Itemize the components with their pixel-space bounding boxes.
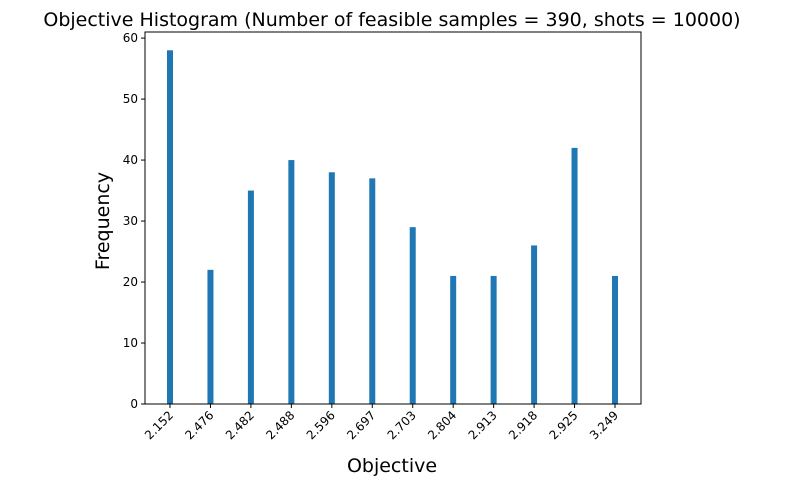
y-tick-label: 20 xyxy=(123,275,138,289)
x-tick-label: 2.925 xyxy=(546,408,580,442)
x-axis: 2.152 2.476 2.482 2.488 2.596 2.697 2.703 2.804… xyxy=(142,404,621,442)
x-tick-label: 2.482 xyxy=(223,408,257,442)
y-axis: 0 10 20 30 40 50 60 xyxy=(123,31,145,411)
histogram-bar xyxy=(207,269,214,404)
histogram-bar xyxy=(288,160,295,404)
x-tick-label: 2.596 xyxy=(304,408,338,442)
y-tick-label: 40 xyxy=(123,153,138,167)
x-tick-label: 2.476 xyxy=(182,408,216,442)
histogram-bar xyxy=(531,245,538,404)
x-tick-label: 3.249 xyxy=(587,408,621,442)
plot-frame xyxy=(144,31,642,405)
histogram-bar xyxy=(369,178,376,404)
histogram-bar xyxy=(409,227,416,404)
x-axis-title: Objective xyxy=(347,455,437,477)
y-axis-title: Frequency xyxy=(92,172,114,270)
histogram-bar xyxy=(612,275,618,404)
histogram-bar xyxy=(167,50,173,405)
histogram-bar xyxy=(450,275,457,404)
x-tick-label: 2.152 xyxy=(142,408,176,442)
histogram-bar xyxy=(247,190,254,404)
bars-group xyxy=(167,50,618,405)
y-tick-label: 60 xyxy=(123,31,138,45)
y-tick-label: 0 xyxy=(130,397,138,411)
y-tick-label: 50 xyxy=(123,92,138,106)
chart-title: Objective Histogram (Number of feasible … xyxy=(43,9,740,31)
histogram-bar xyxy=(328,172,335,404)
histogram-bar xyxy=(571,147,578,405)
x-tick-label: 2.918 xyxy=(506,408,540,442)
y-tick-label: 10 xyxy=(123,336,138,350)
y-tick-label: 30 xyxy=(123,214,138,228)
x-tick-label: 2.488 xyxy=(263,408,297,442)
x-tick-label: 2.703 xyxy=(385,408,419,442)
x-tick-label: 2.697 xyxy=(344,408,378,442)
x-tick-label: 2.913 xyxy=(466,408,500,442)
x-tick-label: 2.804 xyxy=(425,408,459,442)
histogram-bar xyxy=(490,275,497,404)
